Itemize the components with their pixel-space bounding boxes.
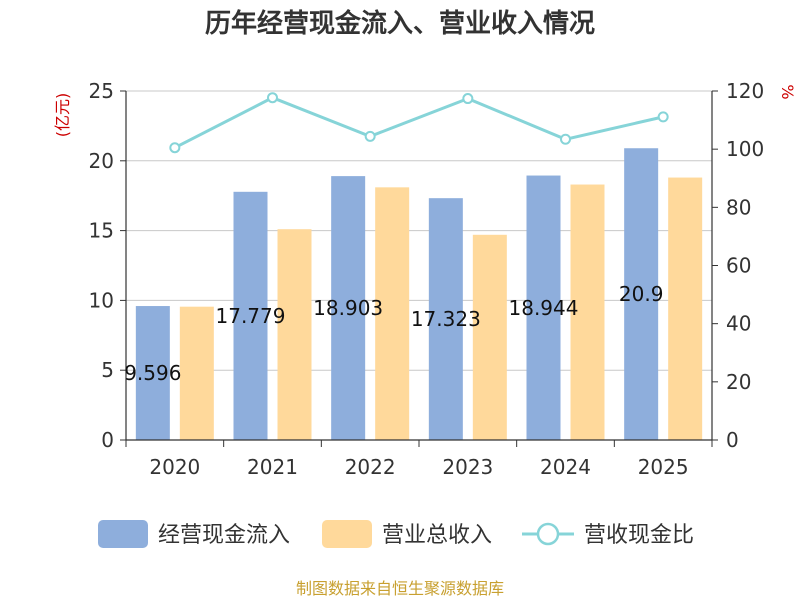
legend-label-revenue: 营业总收入 bbox=[382, 523, 492, 548]
bar-revenue bbox=[472, 234, 507, 440]
legend-label-cash-inflow: 经营现金流入 bbox=[158, 523, 290, 548]
grid-lines bbox=[126, 90, 712, 371]
x-axis-tick-label: 2020 bbox=[149, 455, 200, 479]
x-axis-tick-label: 2024 bbox=[540, 455, 591, 479]
bar-cash-inflow bbox=[624, 148, 659, 440]
ratio-line-point bbox=[364, 130, 376, 142]
x-axis-tick-label: 2023 bbox=[442, 455, 493, 479]
legend-label-ratio: 营收现金比 bbox=[584, 523, 694, 548]
data-source: 制图数据来自恒生聚源数据库 bbox=[296, 579, 504, 598]
bar-data-label: 18.903 bbox=[313, 296, 383, 320]
x-axis-tick-label: 2025 bbox=[638, 455, 689, 479]
legend-swatch-revenue bbox=[322, 520, 372, 548]
right-axis-tick-label: 60 bbox=[726, 254, 751, 278]
bars bbox=[135, 148, 703, 441]
bar-revenue bbox=[277, 229, 312, 440]
bar-data-label: 17.779 bbox=[216, 304, 286, 328]
bar-revenue bbox=[570, 184, 605, 440]
right-axis-tick-label: 40 bbox=[726, 312, 751, 336]
left-axis-tick-label: 10 bbox=[89, 288, 114, 312]
bar-data-label: 18.944 bbox=[509, 296, 579, 320]
bar-cash-inflow bbox=[428, 198, 463, 440]
left-axis-tick-label: 5 bbox=[101, 358, 114, 382]
left-axis-tick-label: 0 bbox=[101, 428, 114, 452]
right-axis-tick-label: 100 bbox=[726, 137, 764, 161]
left-axis-tick-label: 20 bbox=[89, 149, 114, 173]
ratio-line-point bbox=[462, 93, 474, 105]
right-axis-tick-label: 20 bbox=[726, 370, 751, 394]
ratio-line-path bbox=[174, 96, 664, 150]
x-axis-tick-label: 2022 bbox=[345, 455, 396, 479]
legend: 经营现金流入 营业总收入 营收现金比 bbox=[98, 520, 694, 548]
bar-data-label: 17.323 bbox=[411, 307, 481, 331]
left-axis-tick-label: 15 bbox=[89, 219, 114, 243]
legend-swatch-cash-inflow bbox=[98, 520, 148, 548]
left-axis-tick-label: 25 bbox=[89, 79, 114, 103]
bar-cash-inflow bbox=[526, 175, 561, 441]
left-axis-unit: (亿元) bbox=[53, 93, 72, 138]
right-axis-unit: % bbox=[778, 84, 797, 99]
ratio-line-point bbox=[169, 142, 181, 154]
bar-cash-inflow bbox=[331, 176, 366, 440]
ratio-line-point bbox=[657, 111, 669, 123]
right-axis-tick-label: 80 bbox=[726, 195, 751, 219]
bar-revenue bbox=[179, 306, 214, 440]
bar-revenue bbox=[375, 187, 410, 440]
bar-cash-inflow bbox=[233, 191, 268, 440]
ratio-line-point bbox=[560, 133, 571, 145]
bar-cash-inflow bbox=[135, 306, 170, 440]
right-axis-tick-label: 0 bbox=[726, 428, 739, 452]
bar-data-label: 20.9 bbox=[619, 282, 664, 306]
legend-swatch-ratio-marker bbox=[536, 522, 560, 546]
x-axis-tick-label: 2021 bbox=[247, 455, 298, 479]
bar-revenue bbox=[668, 177, 703, 440]
bar-data-label: 9.596 bbox=[124, 361, 181, 385]
right-axis-tick-label: 120 bbox=[726, 79, 764, 103]
ratio-line bbox=[169, 92, 669, 154]
chart-title: 历年经营现金流入、营业收入情况 bbox=[205, 8, 595, 39]
data-labels: 9.596 17.779 18.903 17.323 18.944 20.9 bbox=[124, 282, 663, 385]
ratio-line-point bbox=[267, 92, 278, 104]
